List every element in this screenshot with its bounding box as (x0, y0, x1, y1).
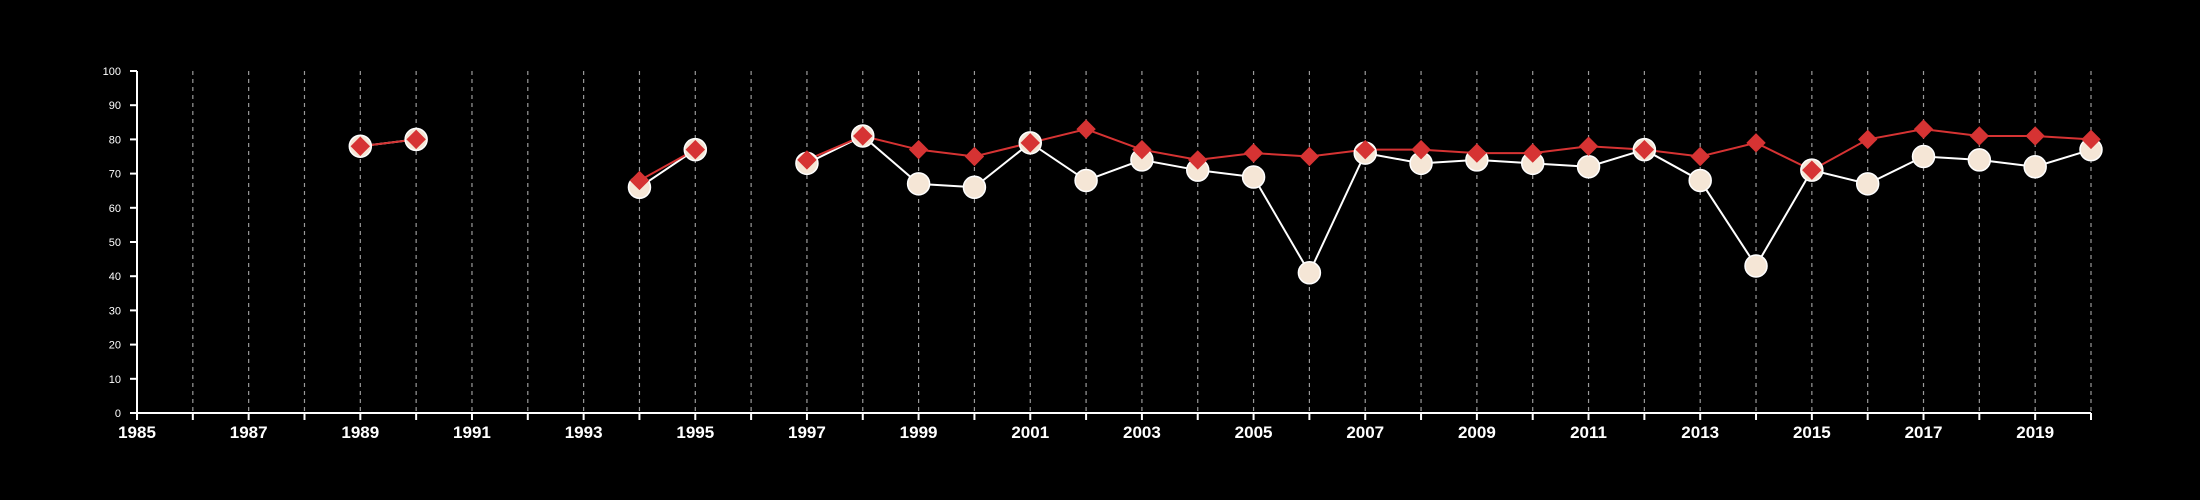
data-point-diamond (1243, 143, 1264, 163)
data-point-diamond (1467, 143, 1487, 163)
data-point-circle (1241, 165, 1266, 189)
x-tick-label: 2013 (1681, 423, 1719, 442)
data-point-diamond (853, 126, 873, 146)
data-point-diamond (1188, 150, 1208, 170)
x-tick-label: 1989 (341, 423, 379, 442)
gridlines (192, 71, 2092, 413)
data-point-diamond (350, 136, 371, 156)
y-tick-label: 60 (109, 203, 121, 215)
data-point-circle (2023, 155, 2047, 179)
data-point-diamond (1299, 146, 1320, 167)
data-point-diamond (908, 139, 929, 160)
data-point-diamond (1690, 146, 1710, 167)
series-layer (348, 119, 2103, 285)
x-tick-label: 2007 (1346, 423, 1384, 442)
y-tick-label: 40 (109, 271, 121, 283)
data-point-circle (1297, 261, 1322, 285)
series-markers (350, 119, 2101, 191)
y-tick-label: 80 (109, 134, 121, 146)
y-tick-label: 0 (115, 408, 121, 420)
x-tick-label: 2011 (1570, 423, 1607, 442)
data-point-circle (962, 175, 987, 200)
axes: 1985 1987 1989 1991 1993 1995 1997 1999 2001 2003… (103, 66, 2092, 442)
data-point-diamond (685, 139, 705, 160)
data-point-diamond (1020, 133, 1040, 153)
data-point-diamond (2081, 129, 2101, 150)
x-tick-label: 2005 (1235, 423, 1273, 442)
data-point-circle (1855, 172, 1880, 196)
x-tick-label: 1993 (565, 423, 603, 442)
data-point-diamond (2025, 126, 2045, 146)
y-tick-label: 50 (109, 237, 121, 249)
data-point-circle (1967, 148, 1992, 172)
data-point-diamond (1634, 139, 1655, 160)
x-tick-label: 1999 (900, 423, 938, 442)
data-point-circle (1911, 144, 1936, 169)
data-point-diamond (797, 150, 817, 170)
x-tick-label: 1991 (453, 423, 491, 442)
y-tick-label: 30 (109, 305, 121, 317)
data-point-diamond (1578, 136, 1599, 156)
data-point-diamond (1802, 160, 1822, 180)
x-tick-label: 2009 (1458, 423, 1496, 442)
data-point-circle (906, 172, 931, 196)
x-tick-label: 2019 (2016, 423, 2054, 442)
data-point-diamond (964, 146, 985, 167)
data-point-circle (1074, 168, 1098, 193)
y-tick-label: 90 (109, 100, 121, 112)
data-point-circle (1688, 168, 1712, 193)
y-tick-label: 70 (109, 169, 121, 181)
data-point-diamond (1132, 139, 1152, 160)
data-point-diamond (1857, 129, 1878, 150)
data-point-diamond (1411, 139, 1431, 160)
data-point-diamond (406, 129, 426, 150)
x-tick-label: 1987 (230, 423, 268, 442)
x-tick-label: 1985 (118, 423, 156, 442)
data-point-diamond (1355, 139, 1375, 160)
data-point-diamond (1523, 143, 1543, 163)
data-point-circle (1744, 254, 1768, 278)
x-tick-label: 2015 (1793, 423, 1831, 442)
data-point-circle (1576, 155, 1601, 179)
data-point-diamond (1076, 119, 1096, 139)
x-tick-label: 2003 (1123, 423, 1161, 442)
y-tick-label: 10 (109, 374, 121, 386)
data-point-diamond (1746, 133, 1766, 153)
x-tick-label: 2017 (1905, 423, 1943, 442)
x-tick-label: 2001 (1011, 423, 1049, 442)
x-tick-label: 1995 (676, 423, 714, 442)
y-tick-label: 20 (109, 340, 121, 352)
y-tick-label: 100 (103, 66, 121, 78)
data-point-diamond (1969, 126, 1990, 146)
data-point-diamond (1913, 119, 1934, 139)
data-point-diamond (629, 170, 650, 191)
x-tick-label: 1997 (788, 423, 826, 442)
